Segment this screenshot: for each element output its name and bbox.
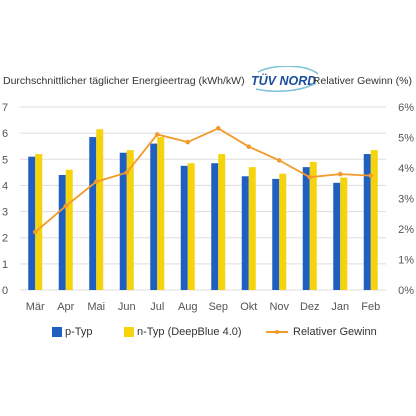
bar-p-type xyxy=(302,167,310,290)
gain-swatch xyxy=(266,327,288,337)
bar-p-type xyxy=(363,154,371,290)
left-tick-label: 4 xyxy=(2,180,8,192)
category-label: Jan xyxy=(331,301,349,313)
bar-n-type xyxy=(340,177,348,290)
bar-n-type xyxy=(248,167,256,290)
gain-point xyxy=(124,170,130,175)
gain-point xyxy=(93,179,99,185)
category-label: Jun xyxy=(118,301,136,313)
right-tick-label: 2% xyxy=(398,224,414,236)
category-label: Jul xyxy=(150,301,164,313)
left-tick-label: 2 xyxy=(2,233,8,245)
bar-p-type xyxy=(150,143,158,290)
category-label: Aug xyxy=(178,301,198,313)
bar-n-type xyxy=(157,137,165,290)
category-label: Okt xyxy=(240,301,257,313)
right-tick-label: 4% xyxy=(398,163,414,175)
chart-legend: p-Typ n-Typ (DeepBlue 4.0) Relativer Gew… xyxy=(0,326,416,342)
bar-n-type xyxy=(65,169,73,290)
bar-n-type xyxy=(35,154,43,290)
bar-n-type xyxy=(218,154,226,290)
bar-p-type xyxy=(28,156,36,290)
left-tick-label: 7 xyxy=(2,102,8,114)
bar-p-type xyxy=(89,137,97,290)
right-tick-label: 1% xyxy=(398,255,414,267)
category-label: Apr xyxy=(57,301,74,313)
gain-point xyxy=(32,229,38,235)
left-tick-label: 6 xyxy=(2,128,8,140)
left-tick-label: 1 xyxy=(2,259,8,271)
bar-n-type xyxy=(187,163,195,290)
category-label: Mai xyxy=(87,301,105,313)
bar-n-type xyxy=(96,129,104,290)
category-label: Dez xyxy=(300,301,320,313)
legend-label-p-type: p-Typ xyxy=(65,326,93,338)
left-tick-label: 3 xyxy=(2,207,8,219)
bar-p-type xyxy=(58,174,66,290)
gain-point xyxy=(337,171,343,177)
category-label: Sep xyxy=(208,301,228,313)
legend-item-n-type: n-Typ (DeepBlue 4.0) xyxy=(124,326,242,338)
tuv-nord-logo: TÜV NORD xyxy=(251,66,319,92)
gain-point xyxy=(185,139,191,145)
bar-p-type xyxy=(272,178,280,290)
right-tick-label: 5% xyxy=(398,133,414,145)
legend-item-gain: Relativer Gewinn xyxy=(266,326,377,338)
logo-text: TÜV NORD xyxy=(251,73,316,88)
right-axis-title: Relativer Gewinn (%) xyxy=(312,75,412,87)
category-label: Mär xyxy=(26,301,45,313)
bar-p-type xyxy=(241,176,249,290)
gain-point xyxy=(154,132,160,137)
bar-p-type xyxy=(333,182,341,290)
bar-p-type xyxy=(119,152,127,290)
gain-line xyxy=(34,127,371,233)
right-tick-label: 6% xyxy=(398,102,414,114)
gain-point xyxy=(63,203,69,209)
n-type-swatch xyxy=(124,327,134,337)
gain-point xyxy=(276,158,282,163)
gain-point xyxy=(307,174,313,180)
bar-n-type xyxy=(309,161,317,290)
p-type-swatch xyxy=(52,327,62,337)
bar-n-type xyxy=(370,150,378,290)
legend-item-p-type: p-Typ xyxy=(52,326,93,338)
left-tick-label: 0 xyxy=(2,285,8,297)
gain-point xyxy=(368,173,374,178)
left-tick-label: 5 xyxy=(2,154,8,166)
right-tick-label: 3% xyxy=(398,194,414,206)
category-label: Feb xyxy=(361,301,380,313)
left-axis-title: Durchschnittlicher täglicher Energieertr… xyxy=(3,75,245,87)
energy-yield-chart: 0 1 2 3 4 5 6 7 0% 1% 2% 3% 4% 5% 6% Mär Apr Mai Jun Jul Aug… xyxy=(2,102,414,313)
right-tick-label: 0% xyxy=(398,285,414,297)
bar-p-type xyxy=(180,165,188,290)
legend-label-gain: Relativer Gewinn xyxy=(293,326,377,338)
gain-point xyxy=(246,144,252,149)
legend-label-n-type: n-Typ (DeepBlue 4.0) xyxy=(137,326,242,338)
bar-n-type xyxy=(279,173,287,290)
category-label: Nov xyxy=(269,301,289,313)
bar-n-type xyxy=(126,150,134,290)
bar-p-type xyxy=(211,163,219,290)
gain-point xyxy=(215,126,221,131)
